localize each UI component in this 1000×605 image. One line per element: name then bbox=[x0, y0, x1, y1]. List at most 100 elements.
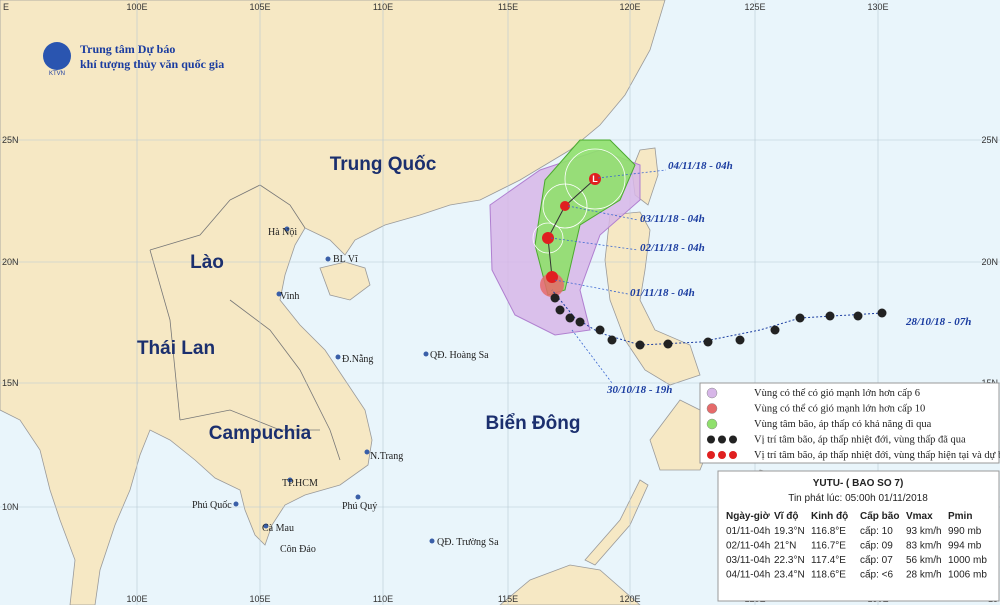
table-cell: 56 km/h bbox=[906, 555, 942, 566]
table-header: Pmin bbox=[948, 511, 972, 522]
forecast-positions: L bbox=[542, 173, 601, 283]
borders bbox=[149, 184, 341, 461]
bulletin-title: YUTU- ( BAO SO 7) bbox=[813, 478, 904, 489]
lon-label: 105E bbox=[249, 594, 270, 604]
legend: Vùng có thể có gió mạnh lớn hơn cấp 6 Vùn… bbox=[699, 382, 1000, 464]
table-cell: 28 km/h bbox=[906, 570, 942, 581]
lon-label: 120E bbox=[619, 2, 640, 12]
track-label: 01/11/18 - 04h bbox=[630, 287, 695, 299]
past-position bbox=[770, 325, 780, 335]
legend-swatch bbox=[706, 403, 718, 414]
place-dot bbox=[284, 226, 290, 232]
table-cell: 990 mb bbox=[948, 526, 982, 537]
lat-label: 25N bbox=[2, 135, 19, 145]
legend-icon bbox=[707, 435, 715, 444]
legend-icon bbox=[729, 435, 737, 444]
table-header: Cấp bão bbox=[860, 510, 899, 522]
lon-label: 120E bbox=[619, 594, 640, 604]
lon-label: 125E bbox=[744, 2, 765, 12]
lon-label: 105E bbox=[249, 2, 270, 12]
lat-label: 25N bbox=[981, 135, 998, 145]
legend-icon bbox=[729, 451, 737, 459]
table-cell: 116.7°E bbox=[811, 541, 846, 552]
table-cell: 19.3°N bbox=[774, 526, 805, 537]
table-cell: 22.3°N bbox=[774, 555, 805, 566]
past-position bbox=[735, 335, 745, 345]
place-label: Hà Nội bbox=[268, 227, 297, 238]
table-header: Vĩ độ bbox=[774, 511, 798, 522]
past-position bbox=[703, 337, 713, 347]
place-dot bbox=[429, 538, 435, 544]
org-name: khí tượng thủy văn quốc gia bbox=[80, 57, 224, 71]
place-dot bbox=[364, 449, 370, 455]
place-dot bbox=[335, 354, 341, 360]
lon-label: 100E bbox=[126, 2, 147, 12]
track-label: 04/11/18 - 04h bbox=[668, 160, 733, 172]
past-position bbox=[825, 311, 835, 321]
place-label: QĐ. Hoàng Sa bbox=[430, 350, 489, 361]
past-positions bbox=[550, 293, 887, 350]
table-cell: 04/11-04h bbox=[726, 570, 770, 581]
forecast-track bbox=[547, 178, 596, 278]
uncertainty-circles bbox=[532, 148, 626, 254]
low-letter: L bbox=[592, 174, 598, 184]
storm-icon bbox=[546, 271, 558, 283]
table-cell: 117.4°E bbox=[811, 555, 846, 566]
place-dot bbox=[355, 494, 361, 500]
legend-label: Vị trí tâm bão, áp thấp nhiệt đới, vùng … bbox=[754, 450, 1000, 461]
lat-label: 10N bbox=[2, 502, 19, 512]
bulletin-box bbox=[717, 470, 1000, 602]
lat-label: 15N bbox=[2, 378, 19, 388]
past-position bbox=[595, 325, 605, 335]
place-dot bbox=[263, 523, 269, 529]
lon-label: 130E bbox=[867, 2, 888, 12]
table-cell: 03/11-04h bbox=[726, 555, 770, 566]
legend-icon bbox=[718, 451, 726, 459]
table-cell: 1006 mb bbox=[948, 570, 987, 581]
past-position bbox=[795, 313, 805, 323]
leader-lines bbox=[550, 169, 667, 384]
past-position bbox=[635, 340, 645, 350]
place-label: Đ.Nẵng bbox=[342, 354, 373, 365]
depression-icon bbox=[560, 201, 570, 211]
place-label: QĐ. Trường Sa bbox=[437, 537, 499, 548]
track-label: 03/11/18 - 04h bbox=[640, 213, 705, 225]
legend-label: Vị trí tâm bão, áp thấp nhiệt đới, vùng … bbox=[754, 435, 966, 446]
table-header: Vmax bbox=[906, 511, 933, 522]
table-cell: 02/11-04h bbox=[726, 541, 770, 552]
table-cell: cấp: 10 bbox=[860, 525, 893, 537]
lon-label: 100E bbox=[126, 594, 147, 604]
bulletin: YUTU- ( BAO SO 7) Tin phát lúc: 05:00h 0… bbox=[717, 470, 1000, 602]
legend-box bbox=[699, 382, 1000, 464]
place-label: Vinh bbox=[280, 291, 299, 302]
lon-label: 115E bbox=[498, 2, 518, 12]
logo-text: KTVN bbox=[49, 71, 65, 77]
past-position bbox=[607, 335, 617, 345]
lat-label: 20N bbox=[981, 257, 998, 267]
table-cell: cấp: <6 bbox=[860, 569, 894, 581]
table-cell: 93 km/h bbox=[906, 526, 942, 537]
past-position bbox=[877, 308, 887, 318]
wind-10-zone bbox=[540, 273, 564, 297]
table-cell: 994 mb bbox=[948, 541, 982, 552]
past-position bbox=[565, 313, 575, 323]
country-label: Thái Lan bbox=[137, 338, 215, 359]
track-label: 30/10/18 - 19h bbox=[606, 384, 672, 396]
lon-label: 110E bbox=[373, 2, 393, 12]
org-name: Trung tâm Dự báo bbox=[80, 42, 175, 56]
track-label: 02/11/18 - 04h bbox=[640, 242, 705, 254]
legend-label: Vùng có thể có gió mạnh lớn hơn cấp 10 bbox=[754, 404, 925, 415]
place-label: Cà Mau bbox=[262, 523, 294, 534]
table-cell: cấp: 09 bbox=[860, 540, 893, 552]
place-dot bbox=[233, 501, 239, 507]
legend-label: Vùng có thể có gió mạnh lớn hơn cấp 6 bbox=[754, 388, 920, 399]
place-dot bbox=[325, 256, 331, 262]
past-position bbox=[663, 339, 673, 349]
table-cell: 1000 mb bbox=[948, 555, 987, 566]
table-header: Ngày-giờ bbox=[726, 511, 771, 522]
country-label: Lào bbox=[190, 252, 224, 273]
place-label: N.Trang bbox=[370, 451, 403, 462]
legend-swatch bbox=[706, 387, 718, 399]
sea-label: Biển Đông bbox=[486, 413, 581, 434]
